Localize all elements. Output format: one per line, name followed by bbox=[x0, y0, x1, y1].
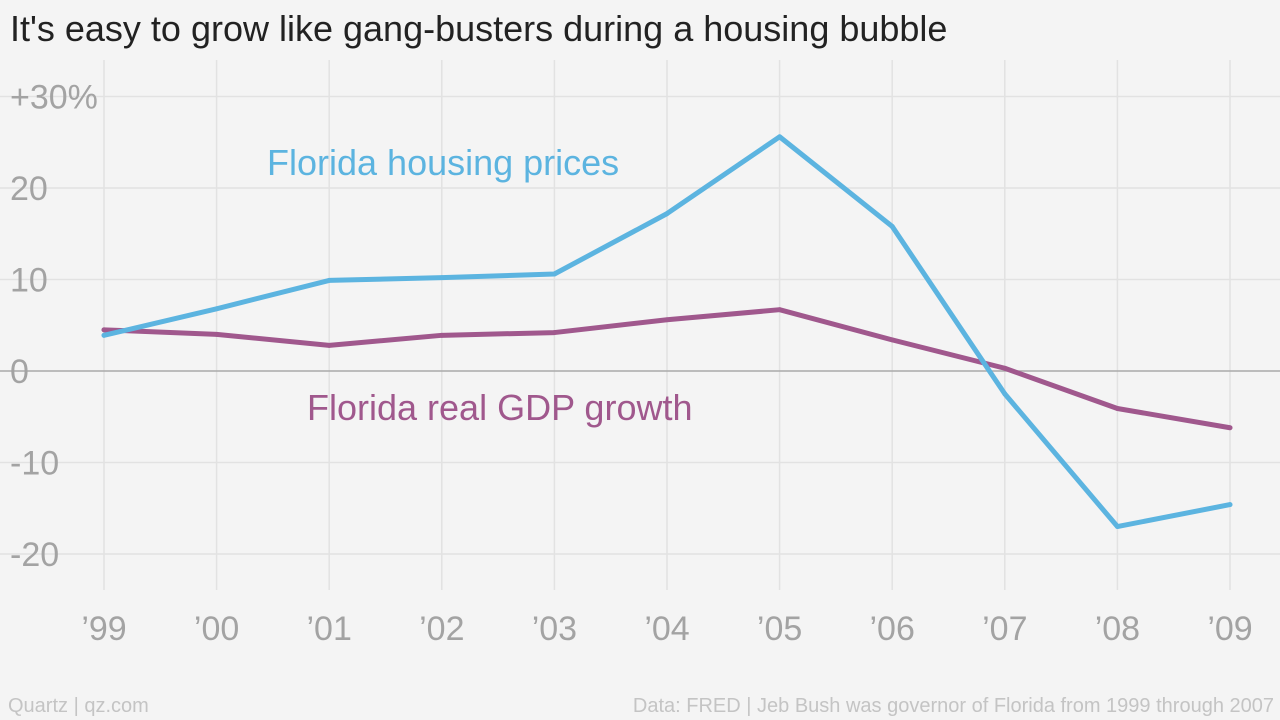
data-point-gdp bbox=[664, 317, 670, 323]
data-point-housing bbox=[1002, 391, 1008, 397]
y-tick-label: 0 bbox=[10, 353, 29, 391]
x-tick-label: ’05 bbox=[757, 610, 802, 648]
series-label-gdp: Florida real GDP growth bbox=[307, 387, 693, 428]
x-tick-label: ’00 bbox=[194, 610, 239, 648]
data-point-housing bbox=[889, 224, 895, 229]
y-gridlines bbox=[0, 95, 1280, 555]
x-tick-label: ’03 bbox=[532, 610, 577, 648]
data-point-housing bbox=[214, 306, 220, 312]
x-gridlines bbox=[103, 60, 1231, 590]
x-tick-label: ’99 bbox=[81, 610, 126, 648]
y-tick-label: +30% bbox=[10, 79, 98, 117]
data-point-housing bbox=[1115, 524, 1120, 529]
x-tick-label: ’09 bbox=[1207, 610, 1252, 648]
footer-source-right: Data: FRED | Jeb Bush was governor of Fl… bbox=[632, 695, 1274, 717]
data-point-gdp bbox=[439, 332, 445, 338]
x-tick-label: ’04 bbox=[644, 610, 689, 648]
x-tick-label: ’07 bbox=[982, 610, 1027, 648]
data-point-gdp bbox=[889, 337, 895, 343]
x-tick-label: ’01 bbox=[307, 610, 352, 648]
chart-title: It's easy to grow like gang-busters duri… bbox=[10, 8, 948, 49]
footer-source-left: Quartz | qz.com bbox=[8, 695, 149, 717]
series-lines bbox=[101, 134, 1233, 530]
y-tick-label: 10 bbox=[10, 262, 48, 300]
data-point-gdp bbox=[214, 332, 220, 337]
x-tick-label: ’02 bbox=[419, 610, 464, 648]
data-point-gdp bbox=[101, 327, 107, 333]
series-label-housing: Florida housing prices bbox=[267, 142, 619, 183]
data-point-housing bbox=[326, 278, 332, 283]
y-tick-label: -10 bbox=[10, 445, 59, 483]
x-tick-label: ’06 bbox=[870, 610, 915, 648]
data-point-gdp bbox=[326, 342, 332, 348]
data-point-gdp bbox=[1227, 425, 1233, 431]
data-point-housing bbox=[552, 271, 557, 277]
data-point-housing bbox=[101, 332, 107, 338]
y-tick-label: 20 bbox=[10, 170, 48, 208]
data-point-housing bbox=[1227, 502, 1233, 507]
x-axis-ticks: ’99 ’00 ’01 ’02 ’03 ’04 ’05 ’06 ’07 ’08 ’09 bbox=[81, 610, 1252, 648]
data-point-gdp bbox=[1002, 365, 1008, 371]
y-axis-ticks: +30% 20 10 0 -10 -20 bbox=[10, 79, 98, 575]
x-tick-label: ’08 bbox=[1095, 610, 1140, 648]
data-point-housing bbox=[439, 275, 445, 281]
y-tick-label: -20 bbox=[10, 536, 59, 574]
data-point-gdp bbox=[777, 307, 782, 313]
data-point-housing bbox=[664, 211, 670, 217]
data-point-housing bbox=[777, 134, 782, 140]
data-point-gdp bbox=[552, 330, 557, 335]
data-point-gdp bbox=[1115, 406, 1120, 411]
